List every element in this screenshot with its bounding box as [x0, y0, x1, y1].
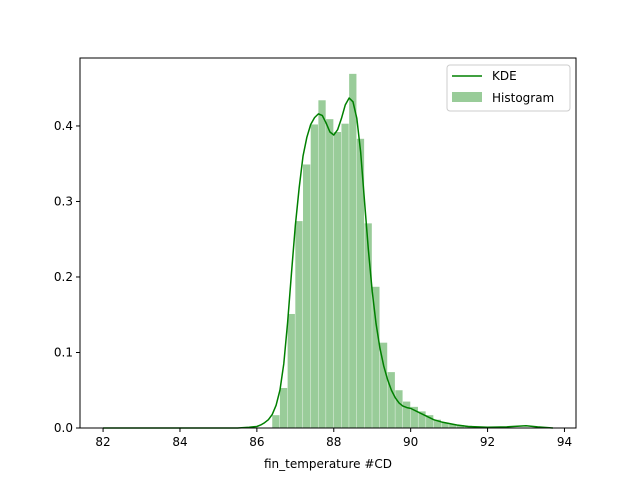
histogram-bar-2 [287, 313, 295, 428]
histogram-bar-5 [310, 124, 318, 429]
histogram-bar-3 [295, 221, 303, 428]
histogram-bar-17 [402, 401, 411, 428]
kde-line [103, 97, 553, 429]
histogram-bar-4 [303, 164, 311, 428]
plot-frame [79, 57, 577, 429]
x-tick-label-5: 92 [480, 435, 495, 449]
x-tick-label-3: 88 [326, 435, 341, 449]
legend: KDE Histogram [446, 64, 571, 112]
histogram-bar-14 [379, 342, 388, 428]
x-tick-label-4: 90 [403, 435, 418, 449]
histogram-bar-15 [387, 372, 395, 428]
histogram-bar-22 [441, 422, 449, 428]
histogram-bar-19 [418, 411, 426, 428]
histogram-bar-10 [349, 73, 357, 428]
x-tick-label-6: 94 [557, 435, 572, 449]
histogram-bar-16 [395, 390, 403, 428]
histogram-bar-11 [356, 138, 365, 429]
x-tick-label-0: 82 [95, 435, 110, 449]
x-tick-label-2: 86 [249, 435, 264, 449]
x-tick-label-1: 84 [172, 435, 187, 449]
kde-layer [103, 97, 553, 429]
histogram-bar-24 [456, 424, 465, 428]
histogram-bar-6 [318, 100, 326, 429]
histogram-bar-7 [326, 119, 334, 428]
y-tick-label-4: 0.4 [54, 119, 73, 133]
y-tick-label-1: 0.1 [54, 345, 73, 359]
y-tick-label-2: 0.2 [54, 270, 73, 284]
histogram-bar-12 [364, 223, 372, 428]
legend-histogram-label: Histogram [492, 91, 554, 105]
y-tick-label-0: 0.0 [54, 421, 73, 435]
histogram-bar-13 [372, 286, 380, 428]
histogram-bar-9 [341, 123, 349, 428]
histogram-bar-23 [449, 424, 457, 428]
x-axis: 82 84 86 88 90 92 94 [95, 428, 572, 449]
histogram-bar-0 [272, 415, 280, 428]
histogram-bar-1 [279, 387, 288, 428]
histogram-bar-18 [410, 406, 418, 428]
histogram-bar-20 [426, 415, 434, 428]
x-axis-label: fin_temperature #CD [264, 457, 392, 471]
histogram-bar-8 [333, 132, 342, 428]
y-tick-label-3: 0.3 [54, 194, 73, 208]
histogram-bar-21 [433, 419, 442, 428]
legend-histogram-swatch [452, 92, 482, 102]
histogram-layer [272, 73, 495, 429]
legend-kde-label: KDE [492, 69, 517, 83]
y-axis: 0.0 0.1 0.2 0.3 0.4 [54, 119, 80, 435]
